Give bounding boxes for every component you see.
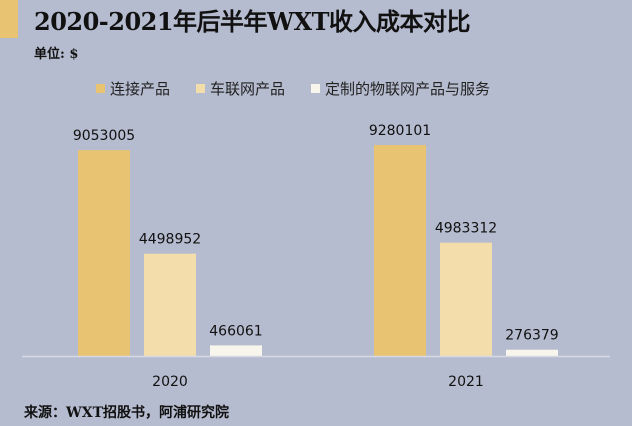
x-tick-label: 2021 bbox=[448, 374, 484, 390]
bar bbox=[374, 145, 426, 356]
legend-swatch bbox=[96, 84, 105, 93]
bar bbox=[440, 242, 492, 356]
bar bbox=[506, 349, 558, 356]
data-label: 9280101 bbox=[369, 123, 431, 139]
bar bbox=[78, 150, 130, 356]
legend-item: 定制的物联网产品与服务 bbox=[311, 78, 490, 99]
legend: 连接产品 车联网产品 定制的物联网产品与服务 bbox=[96, 78, 490, 99]
legend-label: 定制的物联网产品与服务 bbox=[325, 80, 491, 98]
legend-swatch bbox=[196, 84, 206, 93]
source-note: 来源：WXT招股书，阿浦研究院 bbox=[24, 405, 230, 421]
legend-label: 车联网产品 bbox=[210, 80, 286, 98]
chart-title: 2020-2021年后半年WXT收入成本对比 bbox=[34, 7, 471, 36]
unit-label: 单位: $ bbox=[34, 47, 79, 62]
bar bbox=[210, 345, 262, 356]
title-accent-bar bbox=[0, 0, 18, 38]
legend-swatch bbox=[311, 84, 321, 93]
data-label: 9053005 bbox=[73, 128, 135, 144]
legend-label: 连接产品 bbox=[110, 80, 171, 98]
x-tick-label: 2020 bbox=[152, 374, 188, 390]
data-label: 4983312 bbox=[435, 221, 497, 237]
data-label: 4498952 bbox=[139, 232, 201, 248]
data-label: 276379 bbox=[505, 328, 558, 344]
legend-item: 车联网产品 bbox=[196, 78, 285, 99]
data-label: 466061 bbox=[209, 323, 262, 339]
bar bbox=[144, 253, 196, 356]
legend-item: 连接产品 bbox=[96, 78, 170, 99]
